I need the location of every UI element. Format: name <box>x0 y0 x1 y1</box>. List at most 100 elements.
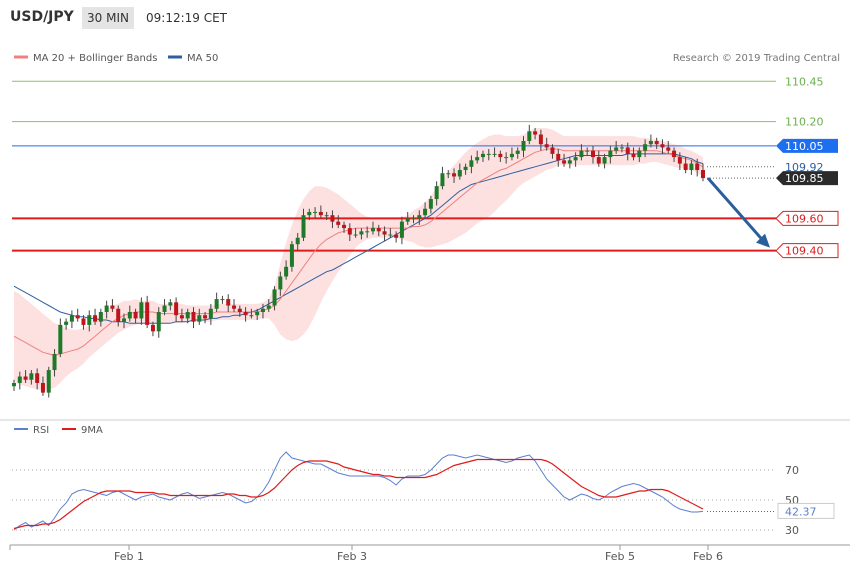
candle-body <box>394 234 399 238</box>
candle <box>515 147 520 159</box>
candle <box>197 308 202 325</box>
candle-body <box>544 144 549 148</box>
rsi-polyline <box>13 451 704 531</box>
candle-body <box>672 150 677 158</box>
candle-body <box>602 157 607 164</box>
candle <box>58 318 63 358</box>
candle <box>156 307 161 338</box>
candle-body <box>342 224 347 229</box>
candlesticks <box>12 124 705 398</box>
price-tag-label: 110.05 <box>785 140 824 153</box>
candle-body <box>475 157 480 161</box>
candle <box>353 228 358 238</box>
candle-body <box>585 150 590 152</box>
symbol-label: USD/JPY <box>10 9 74 25</box>
candle <box>480 150 485 162</box>
candle <box>637 147 642 162</box>
candle <box>440 166 445 190</box>
timeframe-selector[interactable]: 30 MIN <box>82 7 134 29</box>
candle <box>562 153 567 167</box>
candle <box>69 310 74 329</box>
candle <box>666 140 671 154</box>
price-tag-label: 109.92 <box>785 161 824 174</box>
candle-body <box>463 166 468 171</box>
candle <box>301 208 306 241</box>
candle-body <box>58 324 63 354</box>
candle-body <box>399 221 404 238</box>
candle <box>683 157 688 174</box>
rsi-ma-polyline <box>13 458 704 530</box>
candle-body <box>203 315 208 319</box>
candle <box>249 308 254 319</box>
candle-body <box>573 157 578 161</box>
candle-body <box>382 231 387 235</box>
candle-body <box>538 134 543 145</box>
main-legend: MA 20 + Bollinger Bands MA 50 Research ©… <box>14 53 840 64</box>
candle <box>145 295 150 329</box>
candle <box>226 294 231 312</box>
candle-body <box>179 315 184 319</box>
x-tick-label: Feb 5 <box>605 550 635 563</box>
candle <box>162 299 167 316</box>
candle-body <box>614 147 619 151</box>
candle-body <box>440 173 445 187</box>
candle <box>370 221 375 235</box>
candle <box>590 145 595 164</box>
candle-body <box>643 144 648 151</box>
candle-body <box>69 315 74 322</box>
candle <box>428 195 433 214</box>
candle <box>208 303 213 325</box>
candle-body <box>521 140 526 151</box>
candle-body <box>498 153 503 158</box>
x-tick-label: Feb 1 <box>114 550 144 563</box>
candle-body <box>260 308 265 312</box>
candle-body <box>434 186 439 200</box>
candle <box>278 271 283 296</box>
candle <box>677 152 682 171</box>
rsi-last-label: 42.37 <box>785 505 817 518</box>
candle <box>394 231 399 243</box>
candle <box>347 223 352 241</box>
price-tag-109.85: 109.85 <box>776 171 838 186</box>
candle <box>23 370 28 383</box>
candle <box>150 321 155 337</box>
ma20-legend-label: MA 20 + Bollinger Bands <box>33 53 157 64</box>
rsi-last-box <box>777 502 835 519</box>
candle-body <box>388 234 393 236</box>
price-tag-109.60: 109.60 <box>775 210 839 226</box>
candle <box>52 349 57 377</box>
price-tag-label: 110.20 <box>785 116 824 129</box>
candle-body <box>405 218 410 222</box>
candle <box>232 299 237 312</box>
candle <box>40 376 45 396</box>
price-tag-110.05: 110.05 <box>776 138 838 153</box>
candle <box>625 142 630 161</box>
candle-body <box>81 318 86 325</box>
candle <box>203 311 208 324</box>
candle <box>654 137 659 150</box>
candle-body <box>191 311 196 322</box>
candle-body <box>695 163 700 171</box>
candle-body <box>631 153 636 158</box>
candle <box>469 155 474 174</box>
candle <box>284 260 289 280</box>
candle <box>446 170 451 179</box>
candle-body <box>98 311 103 322</box>
x-tick-label: Feb 3 <box>337 550 367 563</box>
candle-body <box>232 305 237 309</box>
candle <box>417 210 422 225</box>
candle-body <box>365 231 370 233</box>
candle-body <box>509 153 514 158</box>
bollinger-band <box>14 128 703 391</box>
candle-body <box>330 215 335 222</box>
candle <box>504 152 509 164</box>
candle <box>260 303 265 319</box>
ma50-polyline <box>13 153 704 324</box>
candle <box>324 211 329 221</box>
candle <box>87 310 92 332</box>
candle <box>168 299 173 311</box>
candle <box>579 144 584 161</box>
candle <box>452 168 457 183</box>
candle-body <box>370 228 375 232</box>
